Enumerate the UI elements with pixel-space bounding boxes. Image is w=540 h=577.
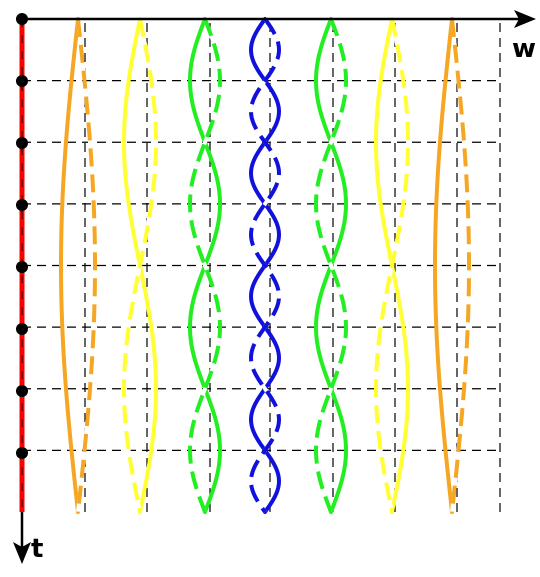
dashed-wave [313, 18, 349, 513]
time-axis-node [16, 137, 28, 149]
axes: w t [13, 10, 536, 564]
dashed-wave [248, 17, 282, 514]
time-axis-nodes [16, 13, 28, 459]
solid-wave [433, 17, 454, 514]
dashed-wave [76, 18, 97, 513]
time-axis-node [16, 75, 28, 87]
dashed-wave [373, 18, 411, 513]
w-axis-label: w [512, 34, 536, 64]
time-axis-node [16, 199, 28, 211]
wave-pair-yellow-right [373, 17, 411, 514]
t-axis-arrowhead [13, 542, 31, 564]
wave-pair-green-right [313, 17, 349, 514]
dashed-wave [450, 18, 471, 513]
t-axis-label: t [31, 534, 43, 564]
wave-pair-blue-center [248, 17, 282, 514]
time-axis-node [16, 447, 28, 459]
wave-pair-orange-left [59, 17, 97, 514]
solid-wave [59, 17, 80, 514]
w-axis-arrowhead [514, 10, 536, 28]
wave-curves [59, 17, 471, 514]
wave-pair-yellow-left [121, 17, 159, 514]
time-axis-node [16, 385, 28, 397]
time-axis-node [16, 13, 28, 25]
time-axis-node [16, 261, 28, 273]
wave-pair-orange-right [433, 17, 471, 514]
dashed-wave [187, 18, 223, 513]
dashed-wave [121, 18, 159, 513]
time-axis-node [16, 323, 28, 335]
wave-pair-green-left [187, 17, 223, 514]
